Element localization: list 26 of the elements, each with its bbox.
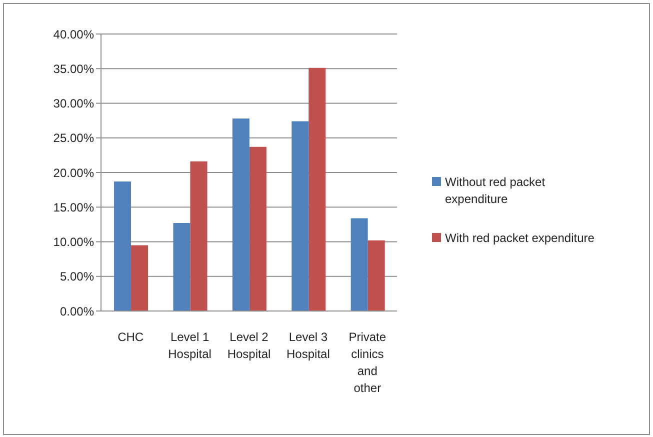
bar: [173, 223, 190, 311]
bar: [114, 182, 132, 311]
bar: [232, 118, 250, 311]
x-tick-label: Level 1 Hospital: [168, 330, 212, 361]
bar: [292, 121, 309, 311]
bar: [350, 218, 368, 311]
bar: [368, 240, 385, 311]
y-tick-label: 10.00%: [53, 235, 94, 250]
bar: [131, 245, 148, 311]
x-tick-label: Level 3 Hospital: [286, 330, 330, 361]
bar: [190, 161, 208, 311]
y-tick-label: 0.00%: [60, 304, 94, 318]
bar: [308, 68, 326, 311]
y-tick-label: 30.00%: [53, 96, 94, 111]
y-tick-label: 25.00%: [53, 131, 94, 146]
x-tick-label: Level 2 Hospital: [227, 330, 271, 361]
y-tick-label: 20.00%: [53, 166, 94, 180]
y-tick-label: 15.00%: [53, 200, 94, 214]
legend-label: With red packet expenditure: [445, 230, 596, 247]
y-tick-label: 35.00%: [53, 62, 94, 76]
y-tick-label: 40.00%: [53, 27, 94, 42]
x-tick-label: Private clinics and other: [348, 330, 386, 395]
bar: [249, 146, 266, 311]
legend-label: Without red packet expenditure: [445, 174, 546, 208]
y-tick-label: 5.00%: [60, 270, 94, 284]
x-tick-label: CHC: [118, 330, 144, 344]
